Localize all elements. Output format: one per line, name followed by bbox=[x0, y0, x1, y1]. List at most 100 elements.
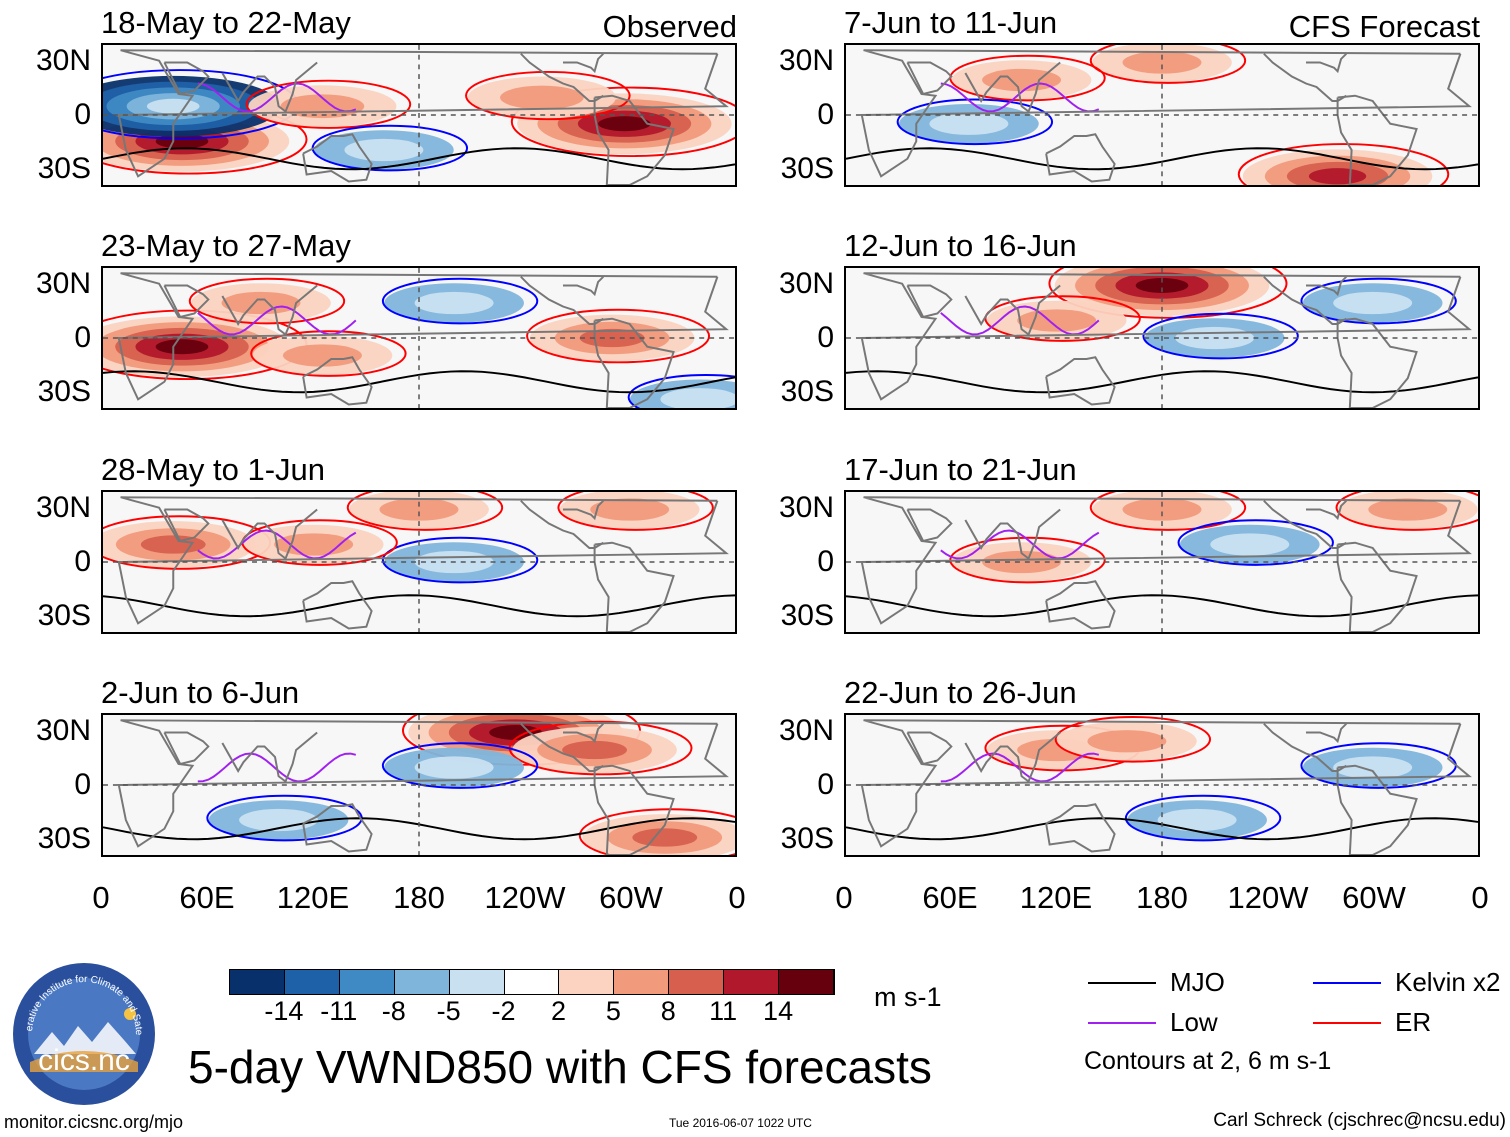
x-tick-label: 60W bbox=[1342, 882, 1406, 913]
y-tick-label: 30N bbox=[764, 716, 834, 746]
y-tick-label: 0 bbox=[764, 770, 834, 800]
footer-author: Carl Schreck (cjschrec@ncsu.edu) bbox=[1213, 1110, 1506, 1132]
map-panel bbox=[844, 266, 1480, 410]
colorbar-tick-label: -5 bbox=[437, 998, 461, 1025]
map-svg bbox=[846, 45, 1478, 185]
footer-url[interactable]: monitor.cicsnc.org/mjo bbox=[4, 1112, 183, 1133]
y-tick-label: 30S bbox=[21, 601, 91, 631]
colorbar-swatch bbox=[614, 970, 669, 994]
observed-label: Observed bbox=[497, 11, 737, 42]
contour-note: Contours at 2, 6 m s-1 bbox=[1084, 1047, 1331, 1076]
y-tick-label: 0 bbox=[21, 770, 91, 800]
x-tick-label: 60E bbox=[179, 882, 234, 913]
coastline bbox=[595, 543, 674, 632]
coastline bbox=[1046, 357, 1114, 404]
anomaly-shading bbox=[147, 99, 200, 114]
colorbar-swatch bbox=[450, 970, 505, 994]
map-panel bbox=[101, 490, 737, 634]
colorbar-swatch bbox=[779, 970, 834, 994]
anomaly-shading bbox=[380, 498, 459, 520]
anomaly-shading bbox=[1158, 809, 1237, 831]
panel-title: 23-May to 27-May bbox=[101, 230, 351, 261]
legend-line bbox=[1313, 1022, 1381, 1024]
anomaly-shading bbox=[1123, 498, 1202, 520]
logo-text: cics.nc bbox=[12, 1046, 156, 1076]
coastline bbox=[907, 733, 951, 765]
coastline bbox=[1264, 54, 1346, 101]
x-tick-label: 180 bbox=[393, 882, 445, 913]
legend-label: ER bbox=[1395, 1009, 1431, 1035]
coastline bbox=[222, 733, 317, 782]
colorbar-swatch bbox=[285, 970, 340, 994]
legend-line bbox=[1088, 1022, 1156, 1024]
y-tick-label: 30N bbox=[21, 46, 91, 76]
y-tick-label: 30N bbox=[21, 269, 91, 299]
colorbar-tick-label: 8 bbox=[661, 998, 676, 1025]
anomaly-shading bbox=[222, 292, 301, 314]
colorbar-tick-label: 14 bbox=[763, 998, 793, 1025]
colorbar-tick-label: 5 bbox=[606, 998, 621, 1025]
y-tick-label: 30S bbox=[764, 154, 834, 184]
colorbar-tick-label: 2 bbox=[551, 998, 566, 1025]
map-panel bbox=[101, 266, 737, 410]
coastline bbox=[907, 510, 951, 542]
map-panel bbox=[844, 713, 1480, 857]
panel-title: 18-May to 22-May bbox=[101, 7, 351, 38]
x-tick-label: 0 bbox=[1471, 882, 1488, 913]
x-tick-label: 120E bbox=[1020, 882, 1092, 913]
panel-title: 7-Jun to 11-Jun bbox=[844, 7, 1057, 38]
coastline bbox=[907, 63, 951, 95]
panel-title: 12-Jun to 16-Jun bbox=[844, 230, 1077, 261]
panel-title: 28-May to 1-Jun bbox=[101, 454, 325, 485]
colorbar-swatch bbox=[559, 970, 614, 994]
anomaly-shading bbox=[156, 339, 209, 354]
map-panel bbox=[101, 713, 737, 857]
map-svg bbox=[846, 268, 1478, 408]
x-tick-label: 0 bbox=[835, 882, 852, 913]
coastline bbox=[907, 286, 951, 318]
map-panel bbox=[101, 43, 737, 187]
colorbar-tick-label: -14 bbox=[264, 998, 303, 1025]
legend-label: Kelvin x2 bbox=[1395, 969, 1501, 995]
y-tick-label: 30N bbox=[764, 493, 834, 523]
anomaly-shading bbox=[500, 86, 584, 110]
anomaly-shading bbox=[1087, 730, 1166, 752]
y-tick-label: 30N bbox=[21, 493, 91, 523]
anomaly-shading bbox=[415, 756, 494, 778]
y-tick-label: 30N bbox=[764, 46, 834, 76]
figure-title: 5-day VWND850 with CFS forecasts bbox=[188, 1044, 932, 1090]
anomaly-shading bbox=[1333, 292, 1412, 314]
colorbar-tick-label: 11 bbox=[709, 998, 737, 1025]
legend-label: Low bbox=[1170, 1009, 1218, 1035]
y-tick-label: 0 bbox=[21, 100, 91, 130]
map-panel bbox=[844, 490, 1480, 634]
colorbar-swatch bbox=[230, 970, 285, 994]
y-tick-label: 0 bbox=[764, 547, 834, 577]
coastline bbox=[1046, 804, 1114, 851]
y-tick-label: 0 bbox=[21, 323, 91, 353]
colorbar-swatch bbox=[340, 970, 395, 994]
y-tick-label: 30S bbox=[764, 601, 834, 631]
coastline bbox=[1306, 54, 1346, 72]
map-svg bbox=[846, 492, 1478, 632]
anomaly-shading bbox=[1017, 309, 1096, 331]
map-svg bbox=[103, 492, 735, 632]
x-tick-label: 0 bbox=[728, 882, 745, 913]
map-svg bbox=[103, 268, 735, 408]
panel-title: 17-Jun to 21-Jun bbox=[844, 454, 1077, 485]
anomaly-shading bbox=[1309, 168, 1366, 184]
y-tick-label: 0 bbox=[764, 323, 834, 353]
colorbar-swatch bbox=[724, 970, 779, 994]
x-tick-label: 60W bbox=[599, 882, 663, 913]
map-svg bbox=[846, 715, 1478, 855]
anomaly-shading bbox=[929, 113, 1008, 135]
colorbar-tick-label: -2 bbox=[492, 998, 516, 1025]
y-tick-label: 30S bbox=[21, 824, 91, 854]
coastline bbox=[164, 733, 208, 765]
colorbar-tick-label: -11 bbox=[320, 998, 357, 1025]
map-panel bbox=[844, 43, 1480, 187]
y-tick-label: 30S bbox=[764, 824, 834, 854]
x-tick-label: 120W bbox=[485, 882, 566, 913]
anomaly-shading bbox=[141, 535, 206, 553]
colorbar bbox=[229, 969, 835, 995]
